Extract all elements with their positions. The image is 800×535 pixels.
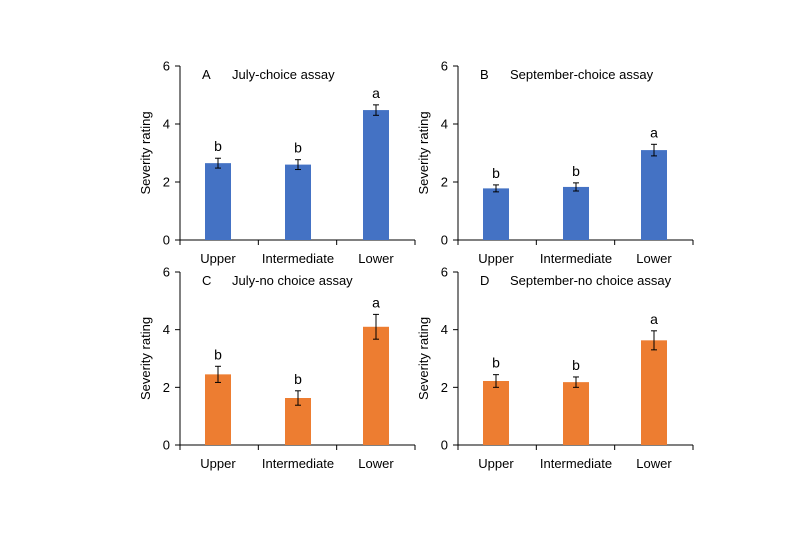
panel-title: July-no choice assay: [232, 273, 353, 288]
significance-letter: a: [650, 311, 658, 327]
significance-letter: b: [214, 346, 222, 362]
significance-letter: b: [572, 163, 580, 179]
y-tick-label: 6: [441, 265, 448, 280]
category-label: Intermediate: [540, 251, 612, 266]
y-axis-label: Severity rating: [416, 317, 431, 400]
y-tick-label: 6: [163, 59, 170, 74]
y-tick-label: 2: [163, 175, 170, 190]
category-label: Lower: [358, 251, 394, 266]
category-label: Intermediate: [262, 251, 334, 266]
y-axis-label: Severity rating: [138, 317, 153, 400]
bar-lower: [641, 340, 667, 445]
category-label: Intermediate: [262, 456, 334, 471]
y-tick-label: 0: [441, 233, 448, 248]
panel-letter: D: [480, 273, 489, 288]
significance-letter: a: [650, 124, 658, 140]
significance-letter: b: [294, 371, 302, 387]
category-label: Upper: [478, 251, 514, 266]
category-label: Lower: [636, 251, 672, 266]
y-tick-label: 4: [441, 117, 448, 132]
panel-letter: C: [202, 273, 211, 288]
category-label: Lower: [636, 456, 672, 471]
category-label: Upper: [200, 456, 236, 471]
bar-upper: [483, 188, 509, 240]
significance-letter: a: [372, 294, 380, 310]
bar-intermediate: [285, 164, 311, 240]
category-label: Lower: [358, 456, 394, 471]
bar-intermediate: [285, 398, 311, 445]
bar-intermediate: [563, 186, 589, 240]
bar-upper: [205, 374, 231, 445]
significance-letter: b: [492, 355, 500, 371]
y-tick-label: 6: [441, 59, 448, 74]
panel-title: September-choice assay: [510, 67, 654, 82]
y-tick-label: 0: [441, 438, 448, 453]
y-tick-label: 0: [163, 438, 170, 453]
y-tick-label: 4: [441, 322, 448, 337]
significance-letter: b: [214, 138, 222, 154]
category-label: Upper: [478, 456, 514, 471]
category-label: Intermediate: [540, 456, 612, 471]
panel-title: July-choice assay: [232, 67, 335, 82]
bar-upper: [205, 163, 231, 240]
y-tick-label: 4: [163, 117, 170, 132]
significance-letter: a: [372, 85, 380, 101]
panel-letter: B: [480, 67, 489, 82]
category-label: Upper: [200, 251, 236, 266]
significance-letter: b: [492, 165, 500, 181]
bar-intermediate: [563, 382, 589, 445]
significance-letter: b: [572, 357, 580, 373]
panel-letter: A: [202, 67, 211, 82]
bar-lower: [363, 326, 389, 445]
bar-lower: [363, 110, 389, 240]
y-tick-label: 2: [441, 175, 448, 190]
panel-title: September-no choice assay: [510, 273, 672, 288]
y-tick-label: 2: [163, 380, 170, 395]
significance-letter: b: [294, 140, 302, 156]
y-tick-label: 4: [163, 322, 170, 337]
bar-upper: [483, 380, 509, 445]
y-axis-label: Severity rating: [138, 111, 153, 194]
y-tick-label: 2: [441, 380, 448, 395]
y-axis-label: Severity rating: [416, 111, 431, 194]
bar-lower: [641, 150, 667, 240]
y-tick-label: 6: [163, 265, 170, 280]
y-tick-label: 0: [163, 233, 170, 248]
